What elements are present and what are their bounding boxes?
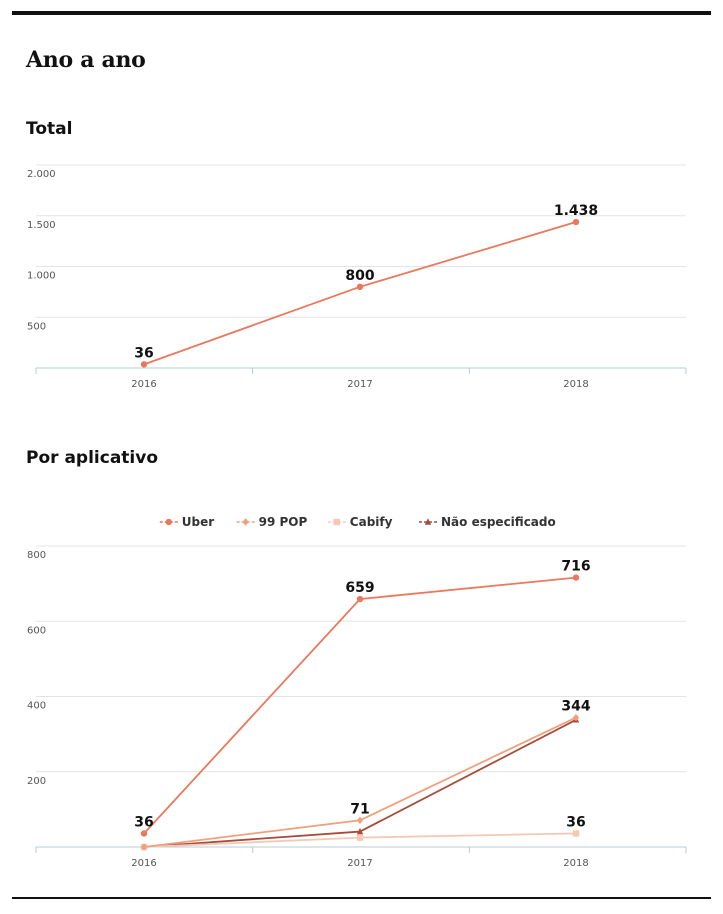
data-point [356, 283, 364, 290]
data-label: 659 [345, 580, 374, 596]
series-line [143, 221, 577, 366]
data-label: 36 [134, 814, 153, 830]
legend-marker [242, 518, 249, 526]
y-tick-label: 600 [27, 625, 46, 636]
y-tick-label: 200 [27, 776, 46, 787]
data-point [140, 843, 148, 851]
data-point [140, 830, 148, 837]
series-total [140, 218, 580, 368]
data-label: 36 [134, 345, 153, 361]
por-aplicativo-line-chart: 200 400 600 800 2016 2017 2018 36 659 716 71 344 36 U… [27, 515, 687, 869]
x-tick-label: 2017 [347, 379, 372, 390]
bottom-rule [12, 897, 711, 899]
data-point [356, 816, 364, 824]
legend-marker [424, 518, 432, 525]
series-uber [140, 574, 580, 837]
legend-marker [333, 518, 340, 526]
x-tick-label: 2016 [131, 858, 156, 869]
data-point [140, 361, 148, 368]
data-point [356, 827, 364, 835]
y-tick-label: 2.000 [27, 169, 56, 180]
data-label: 36 [566, 814, 585, 830]
legend-label: 99 POP [259, 515, 308, 529]
x-tick-label: 2018 [563, 379, 588, 390]
data-label: 1.438 [554, 203, 598, 219]
x-tick-label: 2017 [347, 858, 372, 869]
series-nao-especificado [140, 716, 580, 850]
x-tick-label: 2018 [563, 858, 588, 869]
top-rule [12, 11, 711, 15]
series-line [143, 576, 577, 835]
data-point [572, 574, 580, 581]
data-point [356, 595, 364, 603]
chart-title-por-aplicativo: Por aplicativo [26, 448, 158, 468]
legend-label: Não especificado [441, 515, 556, 529]
total-line-chart: 500 1.000 1.500 2.000 2016 2017 2018 36 800 1.438 [27, 164, 687, 390]
data-label: 716 [561, 559, 590, 575]
x-tick-label: 2016 [131, 379, 156, 390]
chart-title-total: Total [26, 119, 73, 139]
legend-item-99-pop: 99 POP [236, 515, 308, 529]
y-tick-label: 400 [27, 701, 46, 712]
legend-label: Cabify [350, 515, 393, 529]
data-point [572, 218, 580, 226]
legend-item-cabify: Cabify [327, 515, 393, 529]
legend-marker [165, 518, 172, 526]
legend-item-uber: Uber [159, 515, 214, 529]
data-point [356, 834, 364, 841]
legend: Uber 99 POP Cabify Não especificado [159, 515, 556, 529]
data-label: 800 [345, 268, 374, 284]
legend-label: Uber [182, 515, 214, 529]
data-label: 71 [350, 801, 369, 817]
legend-item-nao-especificado: Não especificado [419, 515, 556, 529]
series-line [143, 716, 577, 848]
data-label: 344 [561, 699, 590, 715]
y-tick-label: 1.500 [27, 220, 56, 231]
y-tick-label: 500 [27, 321, 46, 332]
y-tick-label: 800 [27, 550, 46, 561]
page-heading: Ano a ano [26, 47, 146, 73]
y-tick-label: 1.000 [27, 271, 56, 282]
data-point [572, 830, 580, 837]
